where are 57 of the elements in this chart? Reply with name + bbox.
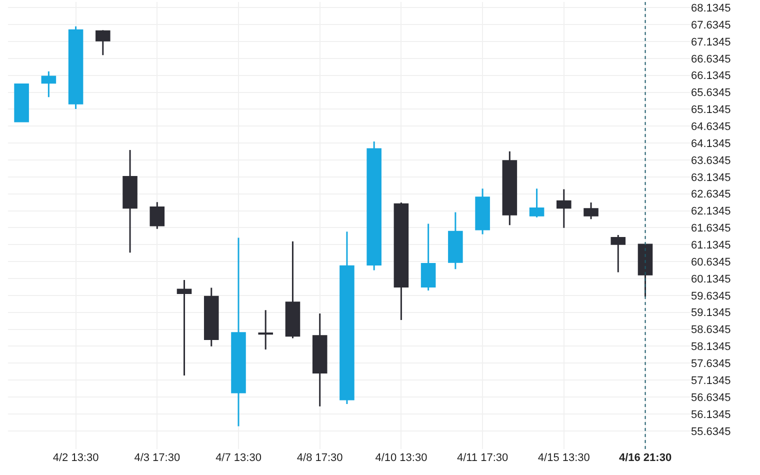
x-tick-label: 4/3 17:30 xyxy=(134,452,180,464)
x-tick-label: 4/10 13:30 xyxy=(375,452,428,464)
candlestick xyxy=(475,188,490,236)
candlestick xyxy=(502,150,518,226)
y-tick-label: 66.1345 xyxy=(691,70,731,82)
y-tick-label: 59.1345 xyxy=(691,307,731,320)
candlestick xyxy=(638,244,653,298)
y-tick-label: 60.6345 xyxy=(691,256,731,268)
candlestick xyxy=(448,212,463,270)
candlestick xyxy=(610,234,626,273)
candlestick xyxy=(420,223,436,292)
y-tick-label: 60.1345 xyxy=(691,273,731,286)
y-tick-label: 65.1345 xyxy=(691,104,731,116)
candlestick xyxy=(394,202,409,321)
x-tick-label: 4/2 13:30 xyxy=(52,452,99,464)
y-tick-label: 66.6345 xyxy=(691,53,731,66)
y-tick-label: 55.6345 xyxy=(691,426,731,438)
y-tick-label: 65.6345 xyxy=(691,87,731,100)
y-tick-label: 64.6345 xyxy=(691,120,731,133)
candlestick xyxy=(584,202,598,220)
candlestick xyxy=(312,312,328,408)
candlestick xyxy=(340,230,354,405)
y-tick-label: 68.1345 xyxy=(691,2,731,14)
y-tick-label: 59.6345 xyxy=(691,290,731,302)
y-tick-label: 57.1345 xyxy=(691,374,731,387)
candlestick xyxy=(41,70,56,98)
y-tick-label: 62.6345 xyxy=(691,188,731,201)
y-tick-label: 64.1345 xyxy=(691,138,731,150)
candlestick xyxy=(204,287,219,348)
y-tick-label: 56.6345 xyxy=(691,392,731,404)
candlestick xyxy=(68,26,84,110)
y-tick-label: 62.1345 xyxy=(691,206,731,218)
candlestick xyxy=(150,201,165,230)
x-tick-label: 4/7 13:30 xyxy=(216,452,262,464)
y-tick-label: 63.1345 xyxy=(691,172,731,184)
y-tick-label: 56.1345 xyxy=(691,408,731,421)
candlestick xyxy=(96,29,110,56)
candlestick xyxy=(176,279,192,376)
y-tick-label: 58.1345 xyxy=(691,341,731,354)
candlestick xyxy=(529,188,544,218)
x-tick-label: 4/15 13:30 xyxy=(538,452,590,464)
y-tick-label: 67.6345 xyxy=(691,19,731,32)
candlestick xyxy=(258,309,274,350)
x-tick-label: 4/16 21:30 xyxy=(618,452,672,464)
candlestick xyxy=(285,240,300,340)
candlestick xyxy=(366,140,382,271)
y-tick-label: 63.6345 xyxy=(691,154,731,167)
x-tick-label: 4/11 17:30 xyxy=(456,452,508,464)
x-tick-label: 4/8 17:30 xyxy=(296,452,343,464)
y-tick-label: 57.6345 xyxy=(691,358,731,370)
y-tick-label: 61.1345 xyxy=(691,240,731,252)
candlestick xyxy=(556,188,572,229)
y-tick-label: 61.6345 xyxy=(691,222,731,235)
y-tick-label: 58.6345 xyxy=(691,324,731,336)
candlestick xyxy=(14,84,29,122)
y-tick-label: 67.1345 xyxy=(691,36,731,48)
candlestick xyxy=(122,149,138,254)
